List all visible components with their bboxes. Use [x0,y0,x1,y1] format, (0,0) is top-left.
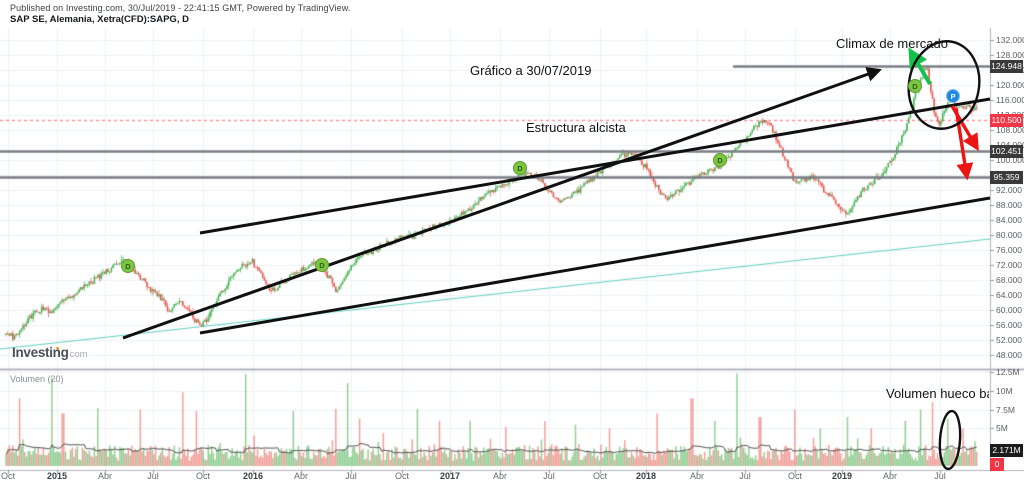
time-tick-label: Oct [195,471,210,481]
time-tick-label: 2016 [242,471,264,481]
price-tick-label: 84.000 [996,215,1022,225]
price-axis[interactable]: 132.000128.000124.000120.000116.000112.0… [990,28,1024,471]
price-tick-label: 52.000 [996,335,1022,345]
time-tick-label: 2017 [439,471,461,481]
time-tick-label: Jul [345,471,357,481]
volume-zero-label: 0 [990,457,1004,471]
time-tick-label: Jul [147,471,159,481]
price-tick-label: 128.000 [996,50,1024,60]
time-tick-label: 2019 [831,471,853,481]
price-level-label: 124.948 [990,59,1023,73]
time-tick-label: Jul [543,471,555,481]
investing-logo: Investing com [12,345,88,361]
price-tick-label: 132.000 [996,35,1024,45]
logo-tld-text: com [69,349,88,360]
volume-tick-label: 7.5M [996,405,1015,415]
price-tick-label: 88.000 [996,200,1022,210]
price-tick-label: 80.000 [996,230,1022,240]
volume-tick-label: 10M [996,386,1013,396]
dividend-marker[interactable]: D [713,153,727,167]
time-tick-label: Abr [97,471,112,481]
logo-orange-dot-icon [56,347,59,350]
time-tick-label: Oct [592,471,607,481]
dividend-marker[interactable]: D [315,258,329,272]
annotation-chart-date: Gráfico a 30/07/2019 [470,63,592,78]
time-tick-label: 2018 [635,471,657,481]
price-level-label: 110.500 [990,113,1023,127]
price-tick-label: 68.000 [996,275,1022,285]
symbol-title: SAP SE, Alemania, Xetra(CFD):SAPG, D [10,14,189,25]
time-tick-label: Oct [0,471,15,481]
time-tick-label: Abr [882,471,897,481]
logo-brand-text: Investing [12,345,69,360]
price-level-label: 102.451 [990,144,1023,158]
time-tick-label: Jul [739,471,751,481]
price-tick-label: 64.000 [996,290,1022,300]
price-tick-label: 72.000 [996,260,1022,270]
price-tick-label: 76.000 [996,245,1022,255]
published-price-marker[interactable]: P [946,89,960,103]
dividend-marker[interactable]: D [908,79,922,93]
time-axis[interactable]: Oct 2015 Abr Jul Oct 2016 Abr Jul Oct 2017 Abr Jul O… [0,471,990,485]
time-tick-label: Oct [394,471,409,481]
annotation-market-climax: Climax de mercado [836,36,948,51]
volume-tick-label: 5M [996,423,1008,433]
volume-tick-label: 12.5M [996,367,1020,377]
price-tick-label: 116.000 [996,95,1024,105]
time-tick-label: Jul [934,471,946,481]
dividend-marker[interactable]: D [513,161,527,175]
dividend-marker[interactable]: D [121,259,135,273]
annotation-volume-gap: Volumen hueco ba [886,386,989,401]
time-tick-label: Abr [492,471,507,481]
price-tick-label: 56.000 [996,320,1022,330]
price-tick-label: 108.000 [996,125,1024,135]
price-tick-label: 60.000 [996,305,1022,315]
volume-ma-value-label: 2.171M [990,443,1023,457]
time-tick-label: Abr [293,471,308,481]
price-tick-label: 100.000 [996,155,1024,165]
price-tick-label: 120.000 [996,80,1024,90]
price-level-label: 95.359 [990,170,1023,184]
price-tick-label: 92.000 [996,185,1022,195]
published-line: Published on Investing.com, 30/Jul/2019 … [10,3,351,13]
volume-indicator-label: Volumen (20) [10,374,64,384]
time-tick-label: Oct [787,471,802,481]
annotation-bullish-structure: Estructura alcista [526,120,626,135]
time-tick-label: Abr [689,471,704,481]
price-tick-label: 48.000 [996,350,1022,360]
time-tick-label: 2015 [46,471,68,481]
